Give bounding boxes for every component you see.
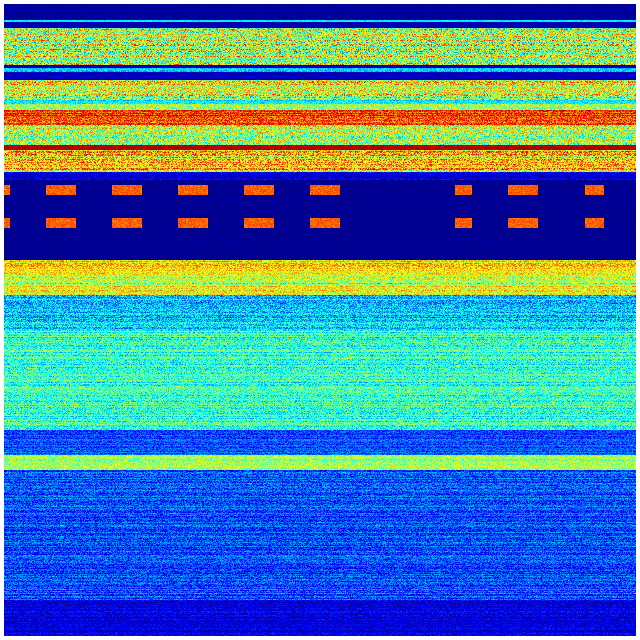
spectrogram-heatmap	[4, 4, 636, 636]
